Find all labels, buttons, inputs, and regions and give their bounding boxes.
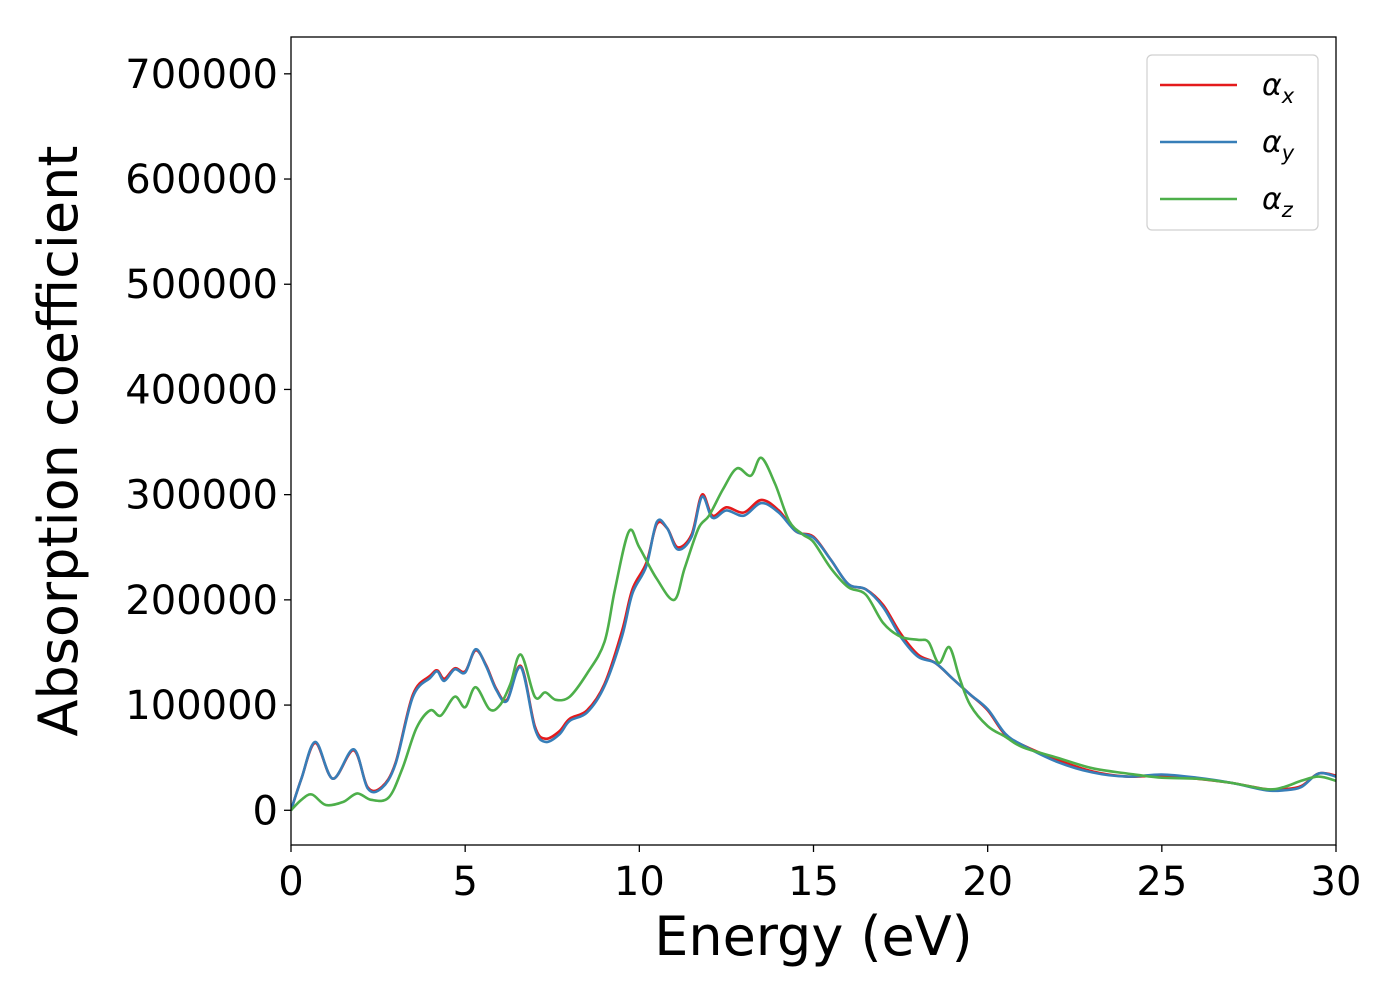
x-axis-ticks: 0 5 10 15 20 25 30 [278,845,1361,905]
y-tick-label: 200000 [125,578,278,624]
y-tick-label: 700000 [125,52,278,98]
x-tick-label: 30 [1311,859,1362,905]
y-tick-label: 600000 [125,157,278,203]
x-tick-label: 25 [1136,859,1187,905]
series-line-y [291,495,1336,811]
x-tick-label: 5 [452,859,477,905]
y-tick-label: 100000 [125,683,278,729]
x-tick-label: 20 [962,859,1013,905]
y-tick-label: 500000 [125,262,278,308]
y-tick-label: 400000 [125,367,278,413]
y-tick-label: 300000 [125,473,278,519]
x-tick-label: 15 [788,859,839,905]
x-tick-label: 0 [278,859,303,905]
series-line-z [291,456,1336,812]
series-layer [291,456,1336,812]
legend-label-z: αz [1262,182,1294,222]
x-tick-label: 10 [614,859,665,905]
y-tick-label: 0 [253,788,278,834]
y-axis-ticks: 0 100000 200000 300000 400000 500000 600000 700… [125,52,291,834]
x-axis-title: Energy (eV) [654,905,973,968]
y-axis-title: Absorption coefficient [27,146,90,737]
